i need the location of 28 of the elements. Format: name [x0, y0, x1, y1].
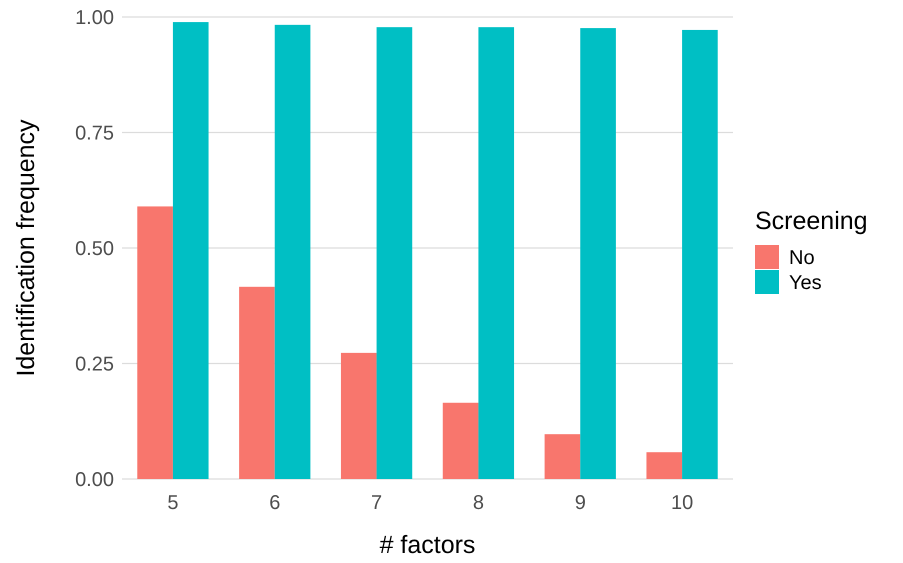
- y-tick-label: 0.50: [75, 238, 114, 260]
- bar: [478, 27, 514, 479]
- legend-label: No: [789, 247, 815, 269]
- bar: [274, 24, 310, 479]
- x-tick-label: 9: [574, 492, 586, 514]
- x-tick-label: 10: [670, 492, 694, 514]
- x-tick-label: 7: [371, 492, 382, 514]
- bar: [376, 27, 412, 479]
- bar: [340, 352, 377, 479]
- bar: [682, 30, 718, 479]
- bar: [646, 452, 682, 479]
- bar: [544, 434, 580, 479]
- bar: [172, 22, 209, 479]
- y-tick-label: 1.00: [75, 7, 114, 29]
- y-axis-title: Identification frequency: [12, 118, 40, 377]
- x-tick-label: 6: [269, 492, 280, 514]
- legend-label: Yes: [789, 272, 822, 294]
- bar: [239, 286, 275, 479]
- bar: [580, 28, 616, 479]
- y-tick-label: 0.00: [75, 469, 114, 491]
- y-tick-label: 0.75: [75, 122, 114, 144]
- x-tick-label: 8: [472, 492, 484, 514]
- y-tick-label: 0.25: [75, 354, 114, 376]
- x-tick-label: 5: [167, 492, 178, 514]
- legend-title: Screening: [755, 207, 868, 235]
- bar: [442, 402, 478, 479]
- bar: [137, 206, 173, 479]
- x-axis-title: # factors: [380, 531, 476, 559]
